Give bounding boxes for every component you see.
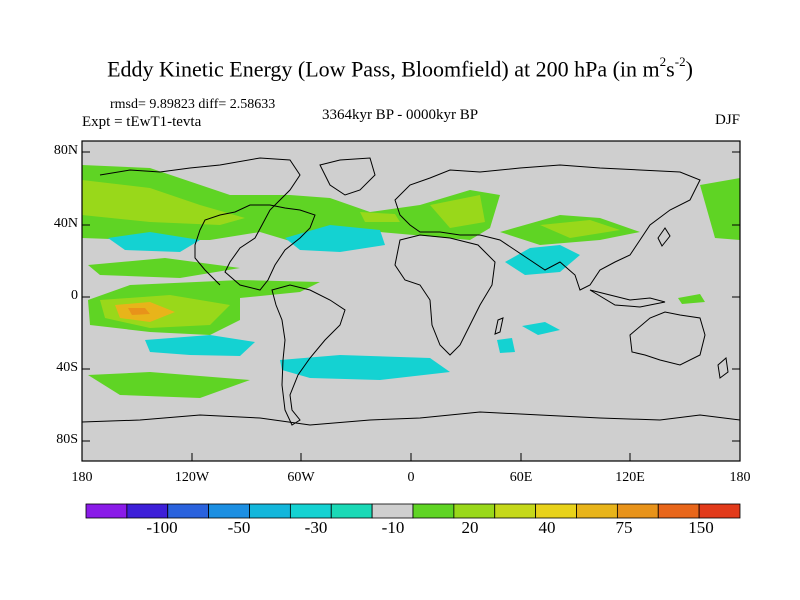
experiment-label: Expt = tEwT1-tevta (82, 114, 202, 130)
colorbar (85, 503, 741, 519)
colorbar-box (289, 503, 332, 519)
colorbar-label: -100 (146, 518, 178, 537)
axis-ticks (81, 151, 741, 461)
season-label: DJF (714, 112, 740, 128)
lon-label-120e: 120E (615, 470, 645, 485)
colorbar-box (576, 503, 618, 519)
colorbar-box (535, 503, 577, 519)
new-zealand-coast (717, 357, 729, 379)
colorbar-box (494, 503, 537, 519)
colorbar-box (167, 503, 210, 519)
lat-label-0: 0 (71, 288, 78, 303)
colorbar-box (412, 503, 455, 519)
negative-region (280, 355, 450, 380)
period-label: 3364kyr BP - 0000kyr BP (321, 107, 479, 123)
lat-label-80s: 80S (56, 432, 78, 447)
positive-region (88, 372, 250, 398)
colorbar-box (453, 503, 496, 519)
north-america-coast (99, 157, 316, 291)
colorbar-box (330, 503, 373, 519)
positive-region (128, 308, 150, 315)
negative-region (497, 338, 515, 353)
coastlines (82, 157, 740, 426)
positive-region (82, 180, 245, 225)
colorbar-label: 20 (461, 518, 479, 537)
colorbar-box (85, 503, 128, 519)
stats-text: rmsd= 9.89823 diff= 2.58633 (110, 97, 276, 112)
colorbar-box (126, 503, 169, 519)
negative-region (522, 322, 560, 335)
positive-region (88, 258, 240, 278)
positive-region (700, 178, 740, 240)
positive-region (430, 195, 485, 228)
europe-asia-coast (394, 164, 701, 291)
positive-region (82, 165, 500, 250)
colorbar-label: 150 (688, 518, 714, 537)
colorbar-box (657, 503, 700, 519)
lat-label-40s: 40S (56, 360, 78, 375)
anomaly-field (82, 165, 740, 398)
colorbar-box (616, 503, 659, 519)
africa-coast (394, 234, 496, 356)
colorbar-box (371, 503, 414, 519)
negative-region (145, 335, 255, 356)
negative-region (108, 232, 200, 252)
lat-label-40n: 40N (53, 216, 78, 231)
negative-region (285, 225, 385, 252)
positive-region (678, 294, 705, 304)
colorbar-label: 40 (538, 518, 556, 537)
lon-label-180w: 180 (71, 470, 93, 485)
south-america-coast (271, 284, 346, 426)
map-title: Eddy Kinetic Energy (Low Pass, Bloomfiel… (107, 54, 693, 82)
positive-region (540, 220, 620, 238)
australia-coast (629, 311, 706, 366)
colorbar-label: 75 (615, 518, 633, 537)
lon-label-60e: 60E (509, 470, 533, 485)
colorbar-box (208, 503, 250, 519)
antarctica-coast (82, 411, 740, 426)
madagascar-coast (494, 317, 504, 335)
lon-label-120w: 120W (174, 470, 210, 485)
positive-region (360, 212, 400, 222)
lon-label-0: 0 (407, 470, 415, 485)
colorbar-box (698, 503, 741, 519)
colorbar-label: -10 (381, 518, 405, 537)
colorbar-box (249, 503, 291, 519)
lon-label-60w: 60W (287, 470, 315, 485)
japan-coast (657, 227, 671, 247)
negative-region (505, 245, 580, 275)
colorbar-label: -30 (304, 518, 328, 537)
greenland-coast (319, 157, 376, 196)
colorbar-label: -50 (227, 518, 251, 537)
lat-label-80n: 80N (53, 143, 78, 158)
indonesia-coast (589, 289, 666, 308)
lon-label-180e: 180 (729, 470, 751, 485)
